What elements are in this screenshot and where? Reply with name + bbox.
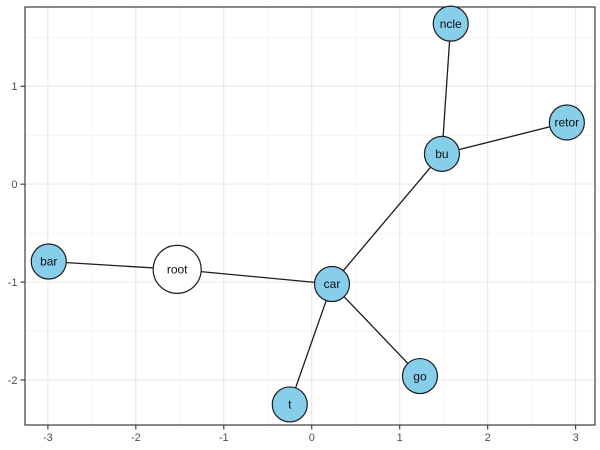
edge-car-bu — [331, 153, 443, 285]
graph-node-label-t: t — [288, 398, 292, 412]
x-tick-label: 3 — [573, 432, 579, 444]
edge-car-t — [289, 283, 333, 405]
graph-nodes-layer: root bar car t go bu ncle retor — [30, 5, 585, 423]
graph-node-label-bar: bar — [40, 255, 57, 269]
edge-root-car — [177, 268, 333, 285]
y-tick-label: 0 — [11, 179, 17, 191]
graph-node-t — [271, 386, 308, 423]
axis-ticks-layer: -3 -2 -1 0 1 2 3 -2 -1 0 1 — [8, 81, 579, 444]
graph-node-car — [313, 265, 351, 303]
panel-background — [25, 7, 595, 425]
graph-node-bar — [30, 243, 67, 280]
x-tick-label: -3 — [43, 432, 53, 444]
panel-border — [24, 6, 596, 426]
graph-node-label-bu: bu — [435, 147, 448, 161]
edge-car-go — [331, 283, 421, 377]
y-tick-label: 1 — [11, 81, 17, 93]
x-tick-label: 0 — [309, 432, 315, 444]
graph-node-go — [401, 357, 439, 395]
graph-node-label-go: go — [413, 369, 427, 383]
graph-node-label-ncle: ncle — [440, 17, 462, 31]
x-tick-label: -1 — [219, 432, 229, 444]
edge-bu-retor — [441, 121, 568, 155]
x-tick-label: 1 — [397, 432, 403, 444]
graph-node-label-retor: retor — [555, 116, 580, 130]
panel-background-layer — [25, 7, 595, 425]
graph-node-label-car: car — [324, 277, 341, 291]
graph-edges-layer — [48, 23, 568, 405]
edge-bu-ncle — [441, 23, 452, 154]
graph-node-label-root: root — [167, 263, 188, 277]
graph-node-root — [152, 244, 202, 294]
graph-node-ncle — [432, 5, 469, 42]
panel-border-layer — [24, 6, 596, 426]
graph-node-bu — [423, 135, 461, 172]
x-tick-label: -2 — [131, 432, 141, 444]
x-tick-label: 2 — [485, 432, 491, 444]
y-tick-label: -2 — [8, 375, 18, 387]
y-tick-label: -1 — [8, 277, 18, 289]
graph-node-retor — [548, 104, 585, 141]
gridline-layer — [25, 7, 595, 425]
